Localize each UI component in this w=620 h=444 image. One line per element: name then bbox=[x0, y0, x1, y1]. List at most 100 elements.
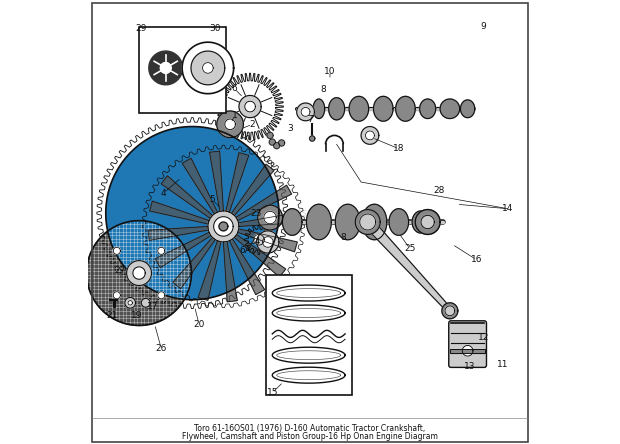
Polygon shape bbox=[128, 301, 133, 305]
Polygon shape bbox=[272, 367, 345, 383]
Polygon shape bbox=[210, 151, 223, 211]
Polygon shape bbox=[335, 204, 360, 240]
Polygon shape bbox=[238, 229, 297, 252]
Text: 29: 29 bbox=[136, 24, 147, 33]
Polygon shape bbox=[219, 222, 228, 231]
Polygon shape bbox=[361, 127, 379, 144]
Polygon shape bbox=[306, 204, 331, 240]
Polygon shape bbox=[309, 136, 315, 141]
Polygon shape bbox=[440, 99, 459, 119]
Polygon shape bbox=[463, 345, 473, 356]
Text: 21: 21 bbox=[107, 311, 118, 320]
Polygon shape bbox=[283, 209, 302, 235]
Polygon shape bbox=[161, 63, 171, 73]
Polygon shape bbox=[373, 96, 393, 121]
Text: 28: 28 bbox=[433, 186, 445, 195]
Text: 23: 23 bbox=[250, 209, 262, 218]
Polygon shape bbox=[239, 213, 299, 226]
Polygon shape bbox=[421, 215, 435, 229]
Polygon shape bbox=[313, 99, 325, 119]
Polygon shape bbox=[182, 42, 234, 94]
Text: 10: 10 bbox=[324, 67, 336, 75]
Text: 8: 8 bbox=[340, 233, 346, 242]
Polygon shape bbox=[208, 211, 239, 242]
Text: 30: 30 bbox=[209, 24, 220, 33]
Polygon shape bbox=[113, 292, 120, 299]
Polygon shape bbox=[191, 51, 225, 85]
Polygon shape bbox=[355, 210, 380, 234]
Polygon shape bbox=[257, 205, 283, 230]
Text: 24: 24 bbox=[249, 238, 260, 246]
Polygon shape bbox=[273, 143, 280, 149]
Polygon shape bbox=[155, 232, 211, 268]
Polygon shape bbox=[173, 238, 215, 289]
Text: 15: 15 bbox=[267, 388, 278, 397]
Polygon shape bbox=[223, 242, 237, 302]
Polygon shape bbox=[231, 164, 274, 215]
Polygon shape bbox=[182, 158, 218, 214]
Polygon shape bbox=[87, 221, 192, 325]
Text: 26: 26 bbox=[156, 344, 167, 353]
Polygon shape bbox=[442, 303, 458, 319]
Polygon shape bbox=[214, 217, 233, 236]
Text: 19: 19 bbox=[131, 311, 143, 320]
Text: Flywheel, Camshaft and Piston Group-16 Hp Onan Engine Diagram: Flywheel, Camshaft and Piston Group-16 H… bbox=[182, 432, 438, 440]
Text: 17: 17 bbox=[146, 302, 158, 311]
Polygon shape bbox=[362, 204, 387, 240]
Polygon shape bbox=[389, 209, 409, 235]
Polygon shape bbox=[148, 226, 208, 240]
Polygon shape bbox=[269, 139, 275, 145]
Polygon shape bbox=[445, 306, 454, 316]
Polygon shape bbox=[236, 185, 291, 221]
Text: 12: 12 bbox=[477, 333, 489, 342]
Text: 6A: 6A bbox=[240, 246, 252, 255]
Polygon shape bbox=[149, 51, 182, 85]
Polygon shape bbox=[272, 347, 345, 363]
Polygon shape bbox=[125, 297, 136, 308]
Polygon shape bbox=[412, 211, 430, 233]
Text: 6: 6 bbox=[232, 84, 237, 93]
Polygon shape bbox=[349, 96, 369, 121]
Text: 3: 3 bbox=[287, 124, 293, 133]
Polygon shape bbox=[360, 214, 376, 230]
Polygon shape bbox=[226, 153, 249, 212]
Text: 5: 5 bbox=[210, 195, 215, 204]
Polygon shape bbox=[225, 119, 236, 130]
Polygon shape bbox=[264, 211, 277, 224]
Text: 7: 7 bbox=[307, 115, 313, 124]
Text: 27: 27 bbox=[114, 266, 126, 275]
Polygon shape bbox=[106, 127, 279, 300]
Text: 9: 9 bbox=[480, 22, 486, 31]
FancyBboxPatch shape bbox=[449, 321, 487, 368]
Polygon shape bbox=[245, 101, 255, 112]
Polygon shape bbox=[141, 298, 150, 307]
Polygon shape bbox=[161, 176, 213, 218]
Text: 13: 13 bbox=[464, 362, 476, 371]
Polygon shape bbox=[267, 132, 273, 139]
Text: 14: 14 bbox=[502, 204, 513, 213]
Bar bbox=[450, 349, 485, 353]
Polygon shape bbox=[229, 239, 265, 295]
Text: Toro 61-16OS01 (1976) D-160 Automatic Tractor Crankshaft,: Toro 61-16OS01 (1976) D-160 Automatic Tr… bbox=[195, 424, 425, 433]
Text: 4: 4 bbox=[161, 189, 166, 198]
Text: 11: 11 bbox=[497, 360, 509, 369]
Polygon shape bbox=[301, 107, 310, 116]
Polygon shape bbox=[415, 210, 440, 234]
Polygon shape bbox=[257, 231, 279, 253]
Polygon shape bbox=[198, 241, 221, 300]
Text: 20: 20 bbox=[193, 320, 205, 329]
Polygon shape bbox=[149, 201, 209, 224]
Polygon shape bbox=[262, 237, 273, 247]
Polygon shape bbox=[366, 131, 374, 140]
Polygon shape bbox=[157, 247, 165, 254]
Polygon shape bbox=[239, 95, 261, 118]
Polygon shape bbox=[461, 100, 475, 118]
Polygon shape bbox=[217, 111, 244, 138]
Polygon shape bbox=[254, 234, 264, 245]
Polygon shape bbox=[396, 96, 415, 121]
Polygon shape bbox=[113, 247, 120, 254]
Polygon shape bbox=[203, 63, 213, 73]
Polygon shape bbox=[364, 218, 452, 313]
Polygon shape bbox=[133, 267, 145, 279]
Polygon shape bbox=[278, 140, 285, 146]
